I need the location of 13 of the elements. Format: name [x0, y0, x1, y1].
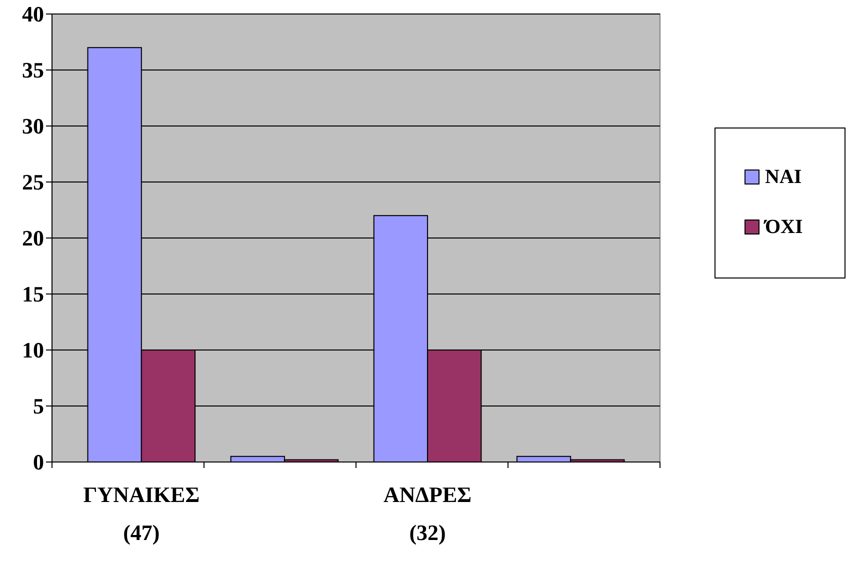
y-tick-label: 15 [22, 282, 44, 307]
legend-label: ΝΑΙ [765, 166, 802, 188]
y-tick-label: 40 [22, 2, 44, 27]
y-tick-label: 30 [22, 114, 44, 139]
y-tick-label: 5 [33, 394, 44, 419]
y-tick-label: 0 [33, 450, 44, 475]
y-tick-label: 10 [22, 338, 44, 363]
y-tick-label: 35 [22, 58, 44, 83]
x-tick-label: ΓΥΝΑΙΚΕΣ (47) [83, 482, 200, 545]
x-tick-label: ΑΝΔΡΕΣ (32) [383, 482, 472, 545]
y-tick-label: 20 [22, 226, 44, 251]
legend-label: ΌΧΙ [763, 216, 803, 238]
y-tick-label: 25 [22, 170, 44, 195]
